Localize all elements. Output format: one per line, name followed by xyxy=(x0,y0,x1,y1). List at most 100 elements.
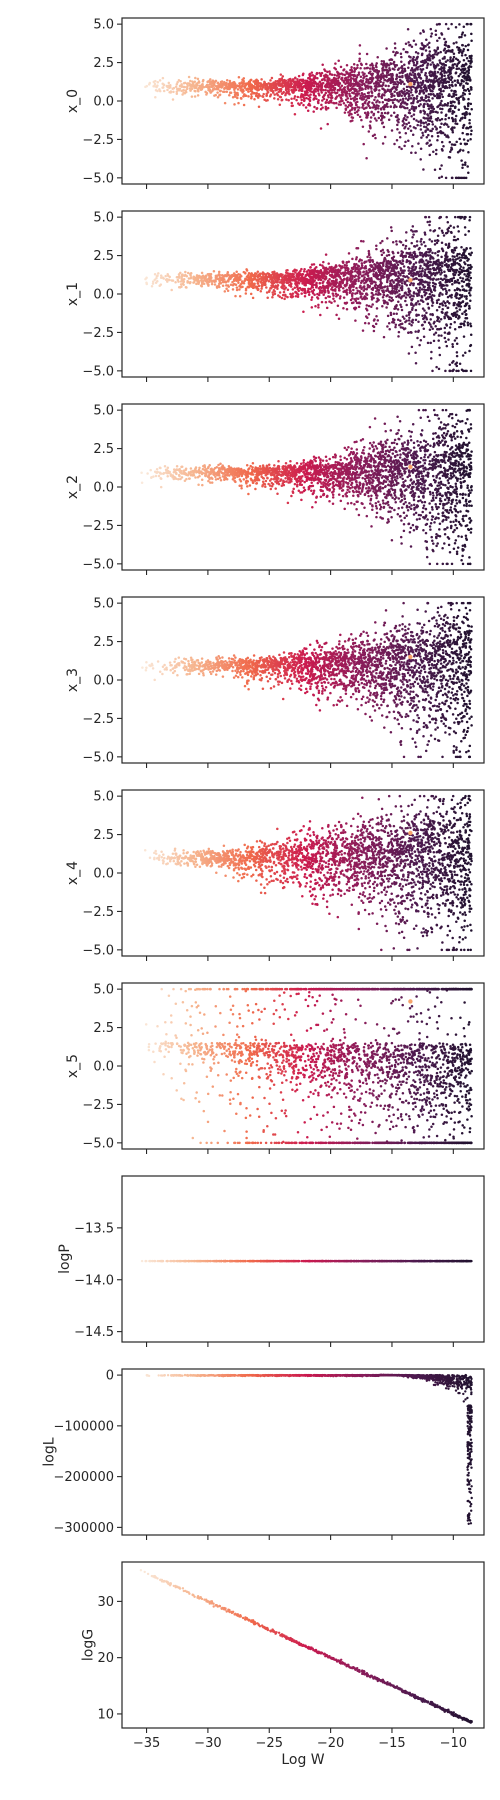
scatter-point xyxy=(466,87,470,91)
scatter-point xyxy=(428,139,431,142)
scatter-point xyxy=(440,229,444,232)
scatter-point xyxy=(443,66,446,70)
scatter-point xyxy=(427,133,430,137)
scatter-point xyxy=(161,76,165,80)
scatter-point xyxy=(361,125,365,129)
scatter-point xyxy=(421,283,424,287)
scatter-point xyxy=(402,294,406,297)
scatter-point xyxy=(330,265,333,269)
scatter-point xyxy=(458,137,461,141)
scatter-point xyxy=(416,100,420,103)
scatter-point xyxy=(382,259,386,263)
scatter-point xyxy=(398,75,402,79)
scatter-point xyxy=(350,82,353,86)
scatter-point xyxy=(446,255,449,258)
scatter-point xyxy=(440,175,444,178)
scatter-point xyxy=(238,294,242,298)
scatter-point xyxy=(424,49,428,52)
scatter-point xyxy=(360,259,363,262)
scatter-point xyxy=(452,268,456,272)
scatter-point xyxy=(364,267,368,270)
scatter-point xyxy=(322,293,325,297)
scatter-point xyxy=(418,270,421,273)
scatter-point xyxy=(321,264,324,267)
scatter-point xyxy=(379,292,382,296)
scatter-point xyxy=(367,96,371,100)
scatter-point xyxy=(451,119,455,123)
scatter-point xyxy=(354,278,358,281)
scatter-point xyxy=(372,270,375,273)
scatter-point xyxy=(168,278,171,282)
scatter-point xyxy=(369,106,372,109)
scatter-point xyxy=(189,272,193,275)
scatter-point xyxy=(397,100,400,103)
scatter-point xyxy=(468,76,471,79)
scatter-point xyxy=(390,296,393,300)
scatter-point xyxy=(343,263,347,267)
scatter-point xyxy=(424,244,427,248)
scatter-point xyxy=(387,118,391,121)
scatter-point xyxy=(384,79,387,82)
scatter-point xyxy=(284,286,288,289)
scatter-point xyxy=(413,245,417,248)
scatter-point xyxy=(449,72,452,75)
scatter-point xyxy=(229,91,233,94)
scatter-point xyxy=(386,111,390,114)
scatter-point xyxy=(411,236,414,239)
scatter-point xyxy=(306,91,309,94)
scatter-point xyxy=(202,85,206,89)
scatter-point xyxy=(440,140,444,144)
scatter-point xyxy=(315,97,318,100)
scatter-point xyxy=(448,326,452,329)
scatter-point xyxy=(366,316,369,320)
scatter-point xyxy=(418,288,421,292)
scatter-point xyxy=(314,304,317,308)
scatter-point xyxy=(440,334,443,337)
scatter-point xyxy=(236,88,240,91)
scatter-point xyxy=(374,292,378,296)
scatter-point xyxy=(404,296,408,299)
scatter-point xyxy=(439,102,442,105)
scatter-point xyxy=(286,281,290,285)
scatter-point xyxy=(414,127,417,130)
scatter-point xyxy=(440,265,444,268)
scatter-point xyxy=(297,282,301,285)
scatter-point xyxy=(345,264,348,267)
scatter-point xyxy=(164,274,167,278)
scatter-point xyxy=(381,66,385,69)
scatter-point xyxy=(423,231,427,234)
scatter-point xyxy=(256,96,260,99)
scatter-point xyxy=(438,320,441,323)
scatter-point xyxy=(440,164,443,167)
scatter-point xyxy=(335,95,339,98)
scatter-point xyxy=(428,238,431,241)
scatter-point xyxy=(440,117,444,121)
scatter-point xyxy=(396,285,399,289)
scatter-point xyxy=(402,48,405,51)
scatter-point xyxy=(432,63,436,67)
scatter-point xyxy=(175,90,179,93)
scatter-point xyxy=(167,81,171,85)
scatter-point xyxy=(327,291,330,295)
scatter-point xyxy=(420,295,424,299)
scatter-point xyxy=(406,116,409,119)
scatter-point xyxy=(417,120,420,123)
scatter-point xyxy=(213,84,216,87)
scatter-point xyxy=(356,113,360,116)
scatter-point xyxy=(387,77,391,81)
scatter-point xyxy=(319,313,322,317)
scatter-point xyxy=(438,36,441,40)
scatter-point xyxy=(444,369,447,373)
scatter-point xyxy=(444,243,448,247)
scatter-point xyxy=(404,114,407,117)
scatter-point xyxy=(470,129,473,133)
scatter-point xyxy=(445,311,449,314)
scatter-point xyxy=(444,287,447,291)
scatter-point xyxy=(276,287,279,290)
scatter-point xyxy=(360,63,363,67)
scatter-point xyxy=(205,91,209,95)
scatter-point xyxy=(441,249,445,253)
scatter-point xyxy=(399,52,403,55)
scatter-point xyxy=(438,302,442,306)
scatter-point xyxy=(412,292,416,295)
